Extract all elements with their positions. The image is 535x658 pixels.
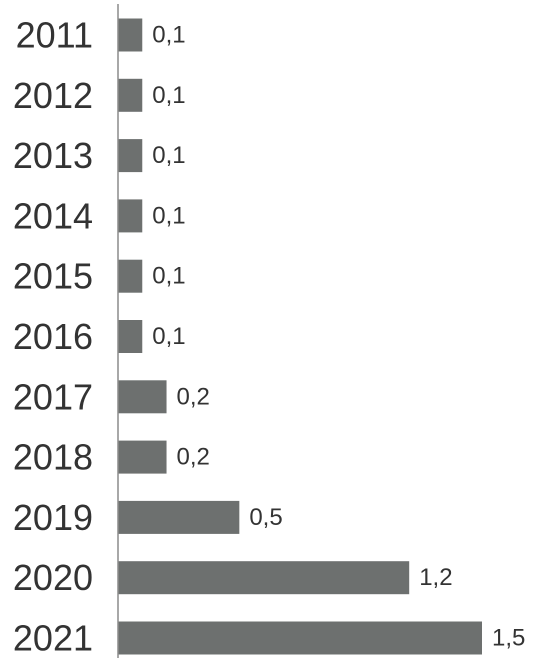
category-label-2011: 2011 bbox=[16, 15, 93, 56]
category-label-2021: 2021 bbox=[13, 618, 93, 658]
data-label-2014: 0,1 bbox=[152, 202, 185, 229]
bar-2018 bbox=[118, 440, 167, 474]
data-label-2019: 0,5 bbox=[249, 504, 282, 531]
data-label-2015: 0,1 bbox=[152, 263, 185, 290]
bars-group bbox=[118, 18, 482, 655]
data-label-2012: 0,1 bbox=[152, 82, 185, 109]
bar-2013 bbox=[118, 139, 143, 173]
data-label-2021: 1,5 bbox=[492, 625, 525, 652]
bar-2016 bbox=[118, 320, 143, 353]
category-label-2015: 2015 bbox=[13, 256, 93, 297]
category-labels: 2011 2012 2013 2014 2015 2016 2017 2018 2019 2020… bbox=[13, 15, 93, 658]
data-label-2016: 0,1 bbox=[152, 323, 185, 350]
category-label-2012: 2012 bbox=[13, 75, 93, 116]
data-label-2017: 0,2 bbox=[177, 383, 210, 410]
bar-2014 bbox=[118, 199, 143, 233]
data-label-2013: 0,1 bbox=[152, 142, 185, 169]
bar-2019 bbox=[118, 500, 240, 534]
bar-2015 bbox=[118, 259, 143, 293]
category-label-2019: 2019 bbox=[13, 497, 93, 538]
category-label-2017: 2017 bbox=[13, 376, 93, 417]
category-label-2018: 2018 bbox=[13, 437, 93, 478]
category-label-2016: 2016 bbox=[13, 316, 93, 357]
bar-2012 bbox=[118, 78, 143, 112]
data-label-2018: 0,2 bbox=[177, 444, 210, 471]
bar-2021 bbox=[118, 621, 482, 655]
data-labels: 0,1 0,1 0,1 0,1 0,1 0,1 0,2 0,2 0,5 1,2 1,5 bbox=[152, 22, 525, 652]
category-label-2013: 2013 bbox=[13, 135, 93, 176]
data-label-2020: 1,2 bbox=[419, 564, 452, 591]
bar-2020 bbox=[118, 561, 410, 595]
bar-2011 bbox=[118, 18, 143, 52]
bar-2017 bbox=[118, 380, 167, 414]
category-label-2020: 2020 bbox=[13, 557, 93, 598]
category-label-2014: 2014 bbox=[13, 195, 93, 236]
data-label-2011: 0,1 bbox=[152, 22, 185, 49]
